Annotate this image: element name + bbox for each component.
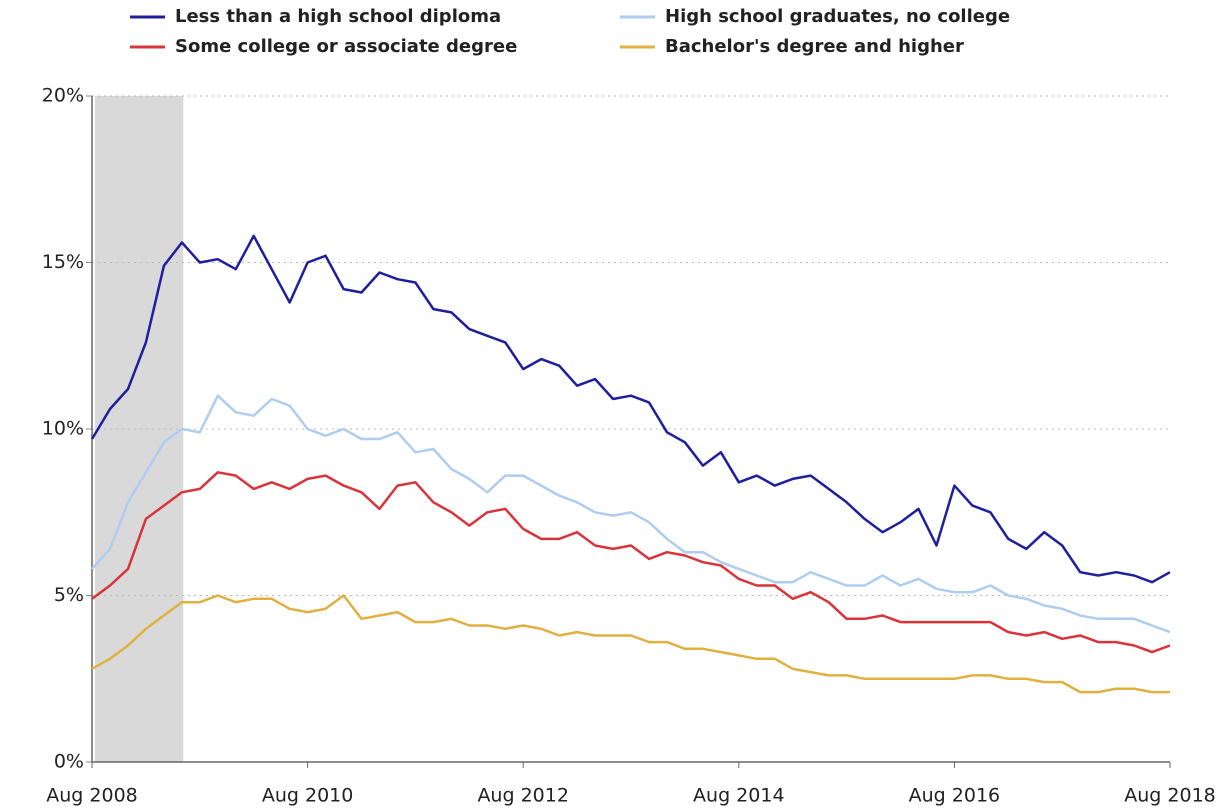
x-tick-label: Aug 2010 (262, 785, 354, 807)
legend-label: High school graduates, no college (665, 6, 1010, 27)
legend-label: Less than a high school diploma (175, 6, 501, 27)
series-line (91, 394, 1171, 634)
legend-label: Some college or associate degree (175, 36, 517, 57)
y-tick-label: 5% (54, 584, 84, 606)
legend-label: Bachelor's degree and higher (665, 36, 964, 57)
x-tick-label: Aug 2008 (46, 785, 138, 807)
x-tick-label: Aug 2014 (693, 785, 785, 807)
y-tick-label: 15% (42, 251, 84, 273)
x-tick-label: Aug 2016 (909, 785, 1001, 807)
y-tick-label: 20% (42, 85, 84, 107)
y-tick-label: 10% (42, 418, 84, 440)
series-line (91, 594, 1170, 694)
shaded-region (95, 96, 184, 762)
x-tick-label: Aug 2018 (1124, 785, 1216, 807)
series-line (91, 471, 1171, 654)
y-tick-label: 0% (54, 751, 84, 773)
x-tick-label: Aug 2012 (477, 785, 569, 807)
series-line (90, 234, 1171, 584)
